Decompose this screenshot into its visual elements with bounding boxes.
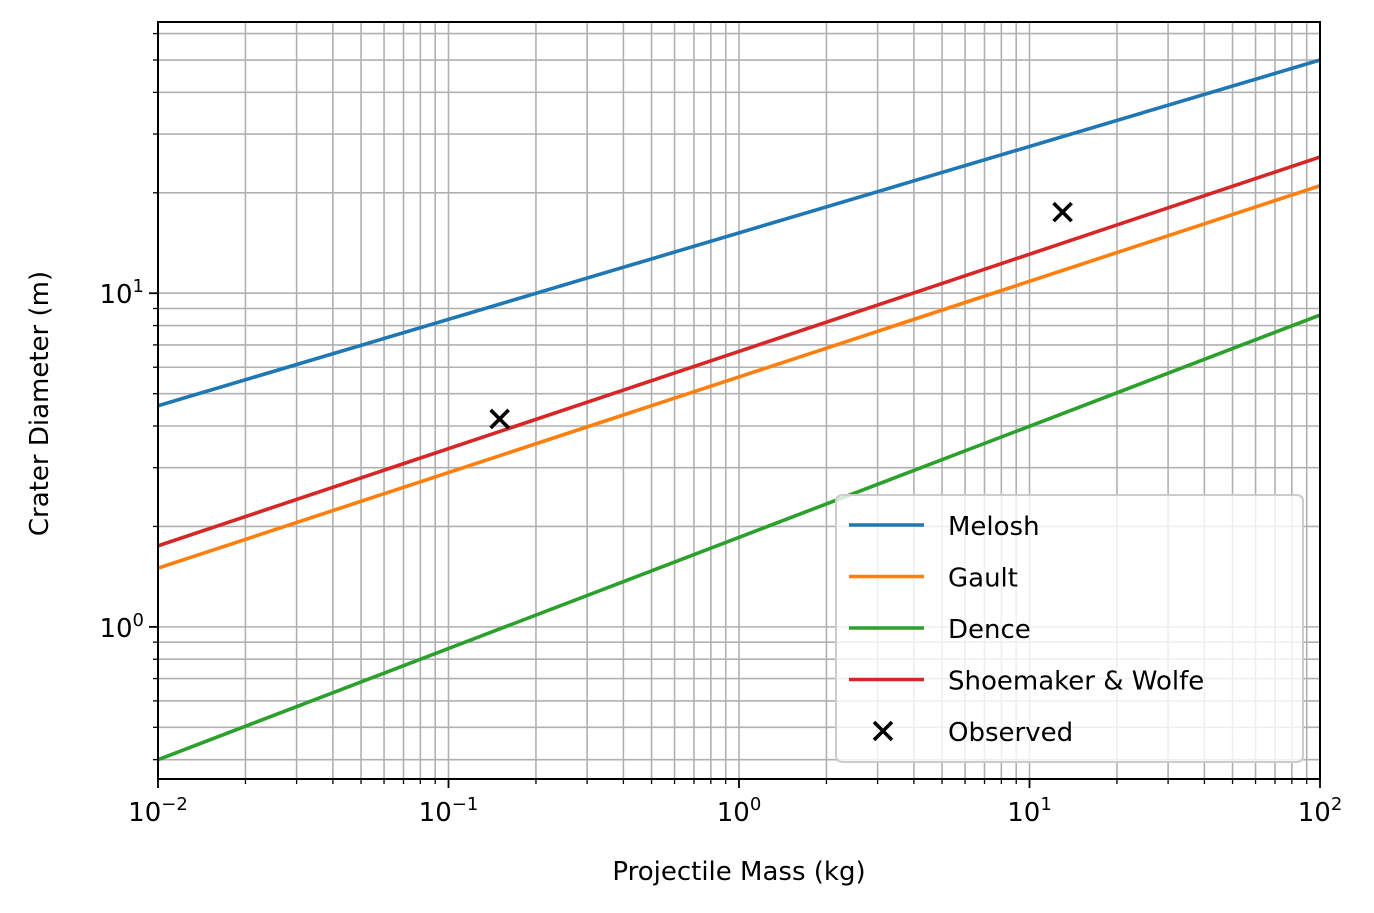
series-line-dence — [158, 313, 1320, 762]
x-tick-label: 101 — [1007, 794, 1052, 828]
x-axis-label: Projectile Mass (kg) — [612, 857, 865, 887]
y-tick-label: 101 — [99, 276, 144, 310]
observed-point — [1052, 201, 1073, 223]
legend-label: Shoemaker & Wolfe — [948, 667, 1204, 697]
legend: Melosh Gault Dence Shoemaker & Wolfe Observe… — [835, 494, 1304, 763]
series-lines — [158, 58, 1320, 762]
x-tick-label: 100 — [717, 794, 762, 828]
legend-label: Melosh — [948, 512, 1040, 542]
ticks: 10−2 10−1 100 101 102 100 101 — [99, 32, 1343, 828]
legend-label: Observed — [948, 718, 1073, 748]
x-tick-label: 102 — [1298, 794, 1343, 828]
series-line-melosh — [158, 58, 1320, 408]
legend-label: Dence — [948, 615, 1031, 645]
x-tick-label: 10−2 — [128, 794, 188, 828]
x-tick-label: 10−1 — [419, 794, 479, 828]
series-line-gault — [158, 183, 1320, 571]
y-axis-label: Crater Diameter (m) — [25, 271, 55, 536]
legend-box — [835, 494, 1304, 763]
observed-points — [489, 201, 1073, 430]
series-line-shoemaker-wolfe — [158, 155, 1320, 548]
legend-label: Gault — [948, 564, 1018, 594]
observed-point — [489, 408, 510, 430]
y-tick-label: 100 — [99, 610, 144, 644]
legend-marker — [872, 720, 894, 742]
